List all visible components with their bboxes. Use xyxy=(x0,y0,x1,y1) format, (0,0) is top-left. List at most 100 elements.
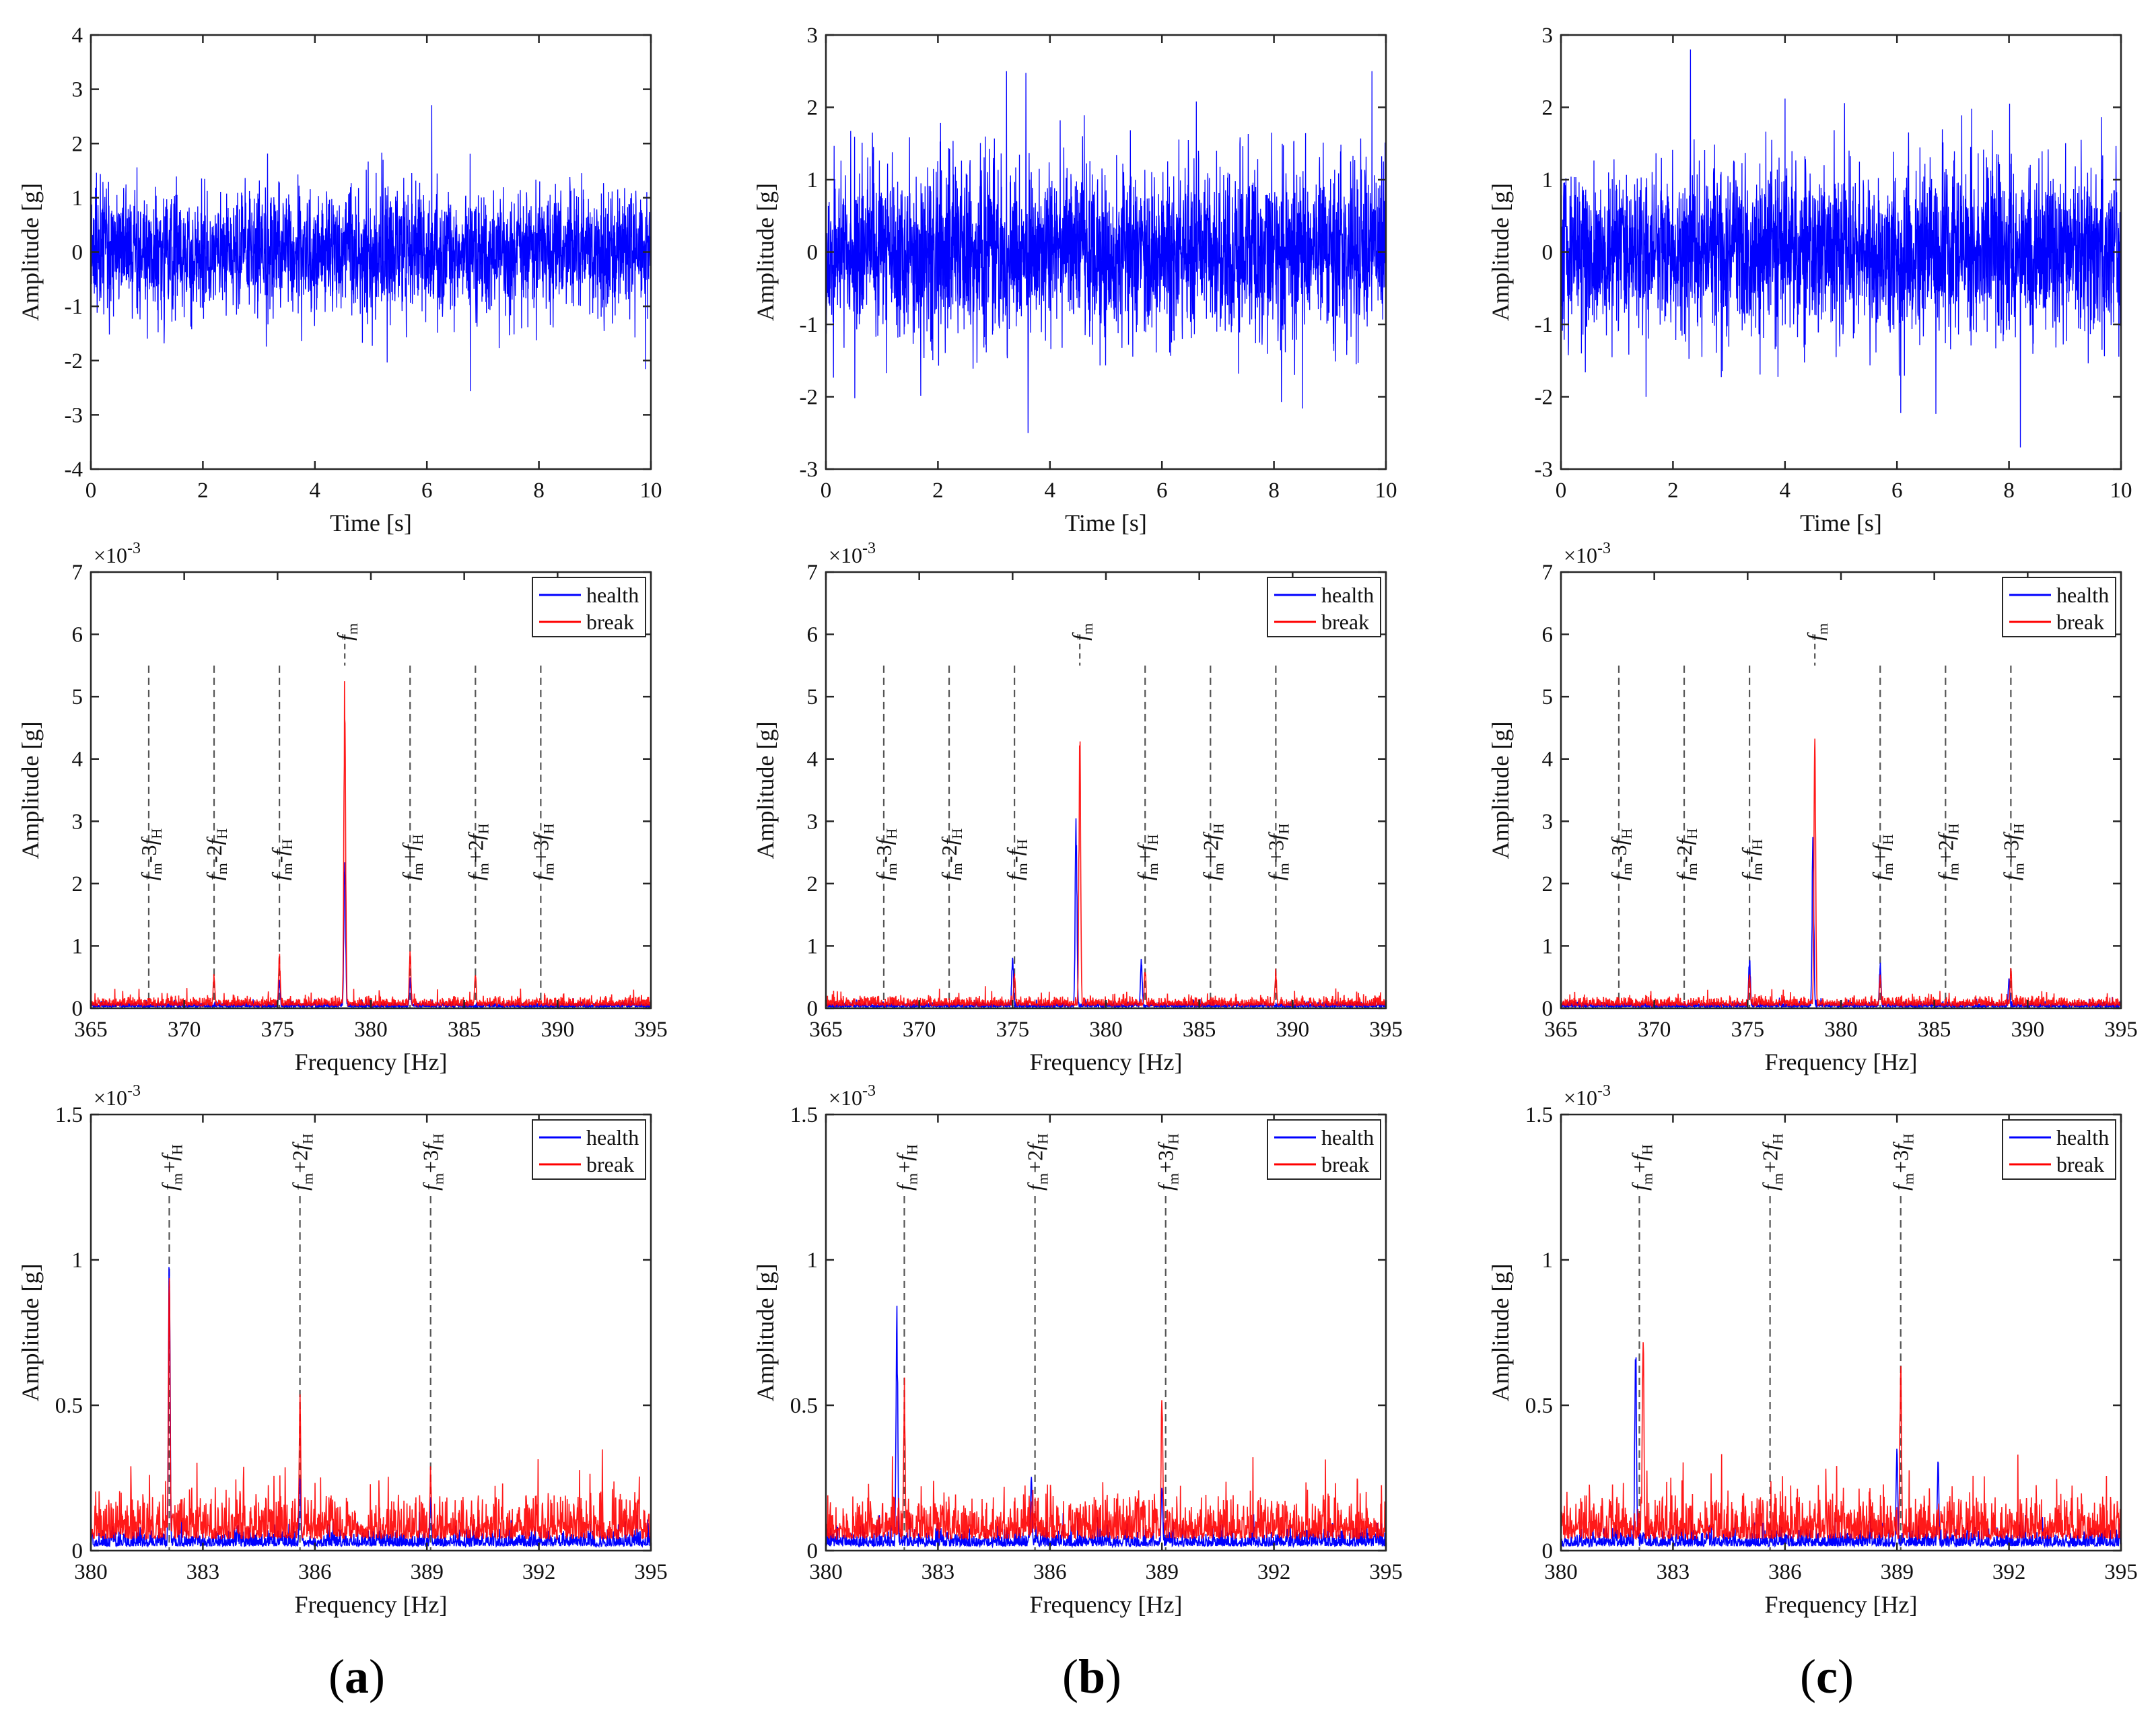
marker-label-m: m xyxy=(1210,863,1226,874)
marker-label-op: - xyxy=(267,856,291,863)
marker-label: fm+3fH xyxy=(1263,823,1292,880)
marker-label-h: H xyxy=(1210,823,1226,834)
x-axis-label: Frequency [Hz] xyxy=(1765,1591,1918,1618)
marker-label-h: H xyxy=(279,839,295,850)
y-tick-label: 3 xyxy=(807,810,819,834)
subfigure-label-c: (c) xyxy=(1800,1650,1854,1703)
x-tick-label: 395 xyxy=(2104,1560,2138,1584)
marker-label-op: +3 xyxy=(419,1150,443,1173)
marker-label-h: H xyxy=(1014,839,1031,850)
x-axis-label: Time [s] xyxy=(330,509,412,536)
x-tick-label: 375 xyxy=(996,1018,1030,1042)
marker-label-op: -2 xyxy=(1672,845,1696,863)
marker-label-op: +3 xyxy=(1889,1150,1913,1173)
x-tick-label: 389 xyxy=(1880,1560,1914,1584)
marker-label-op: +3 xyxy=(1154,1150,1178,1173)
y-axis-label: Amplitude [g] xyxy=(752,721,779,859)
legend-label-break: break xyxy=(2056,1152,2104,1176)
marker-label-m: m xyxy=(300,1173,316,1185)
y-tick-label: 0 xyxy=(1542,1539,1554,1563)
y-tick-label: 0 xyxy=(807,1539,819,1563)
x-tick-label: 0 xyxy=(85,479,97,503)
x-tick-label: 386 xyxy=(1768,1560,1802,1584)
marker-label-h: H xyxy=(1618,828,1635,839)
marker-label-op: + xyxy=(1133,851,1157,863)
x-tick-label: 383 xyxy=(921,1560,955,1584)
spectrum-line-break xyxy=(825,1377,1387,1541)
marker-label-op: +2 xyxy=(1023,1150,1047,1173)
subfigure-label-a: (a) xyxy=(328,1650,385,1703)
y-tick-label: 0 xyxy=(72,241,83,265)
plot-area xyxy=(826,1115,1386,1551)
y-tick-label: 2 xyxy=(72,872,83,896)
marker-label-h: H xyxy=(1900,1133,1917,1144)
marker-label-h: H xyxy=(148,828,165,839)
x-tick-label: 8 xyxy=(1268,479,1280,503)
marker-label-m: m xyxy=(903,1173,920,1185)
x-axis-label: Frequency [Hz] xyxy=(1765,1049,1918,1075)
y-tick-label: 7 xyxy=(807,561,819,585)
y-tick-label: 2 xyxy=(807,872,819,896)
marker-label-h: H xyxy=(1945,823,1961,834)
marker-label-m: m xyxy=(1144,863,1161,874)
y-tick-label: 3 xyxy=(1542,810,1554,834)
marker-label-m: m xyxy=(1945,863,1961,874)
marker-label-op: + xyxy=(1868,851,1892,863)
x-tick-label: 392 xyxy=(1257,1560,1291,1584)
y-exponent-label: ×10-3 xyxy=(1564,1082,1611,1110)
x-tick-label: 4 xyxy=(1045,479,1056,503)
time-chart-c-time: 0 2 4 6 8 10 -3 -2 -1 0 1 2 3 Time [s] Amplitude [g] xyxy=(1487,24,2132,536)
y-tick-label: 0 xyxy=(807,241,819,265)
marker-label-op: + xyxy=(1627,1161,1651,1173)
marker-label-m: m xyxy=(1638,1173,1655,1185)
y-exponent-label: ×10-3 xyxy=(829,1082,876,1110)
marker-label-h: H xyxy=(1770,1133,1786,1144)
marker-label-op: +2 xyxy=(1758,1150,1782,1173)
exponent-base: ×10 xyxy=(94,543,127,567)
x-tick-label: 395 xyxy=(2104,1018,2138,1042)
plot-area xyxy=(1561,1115,2121,1551)
marker-label: fm+2fH xyxy=(1933,823,1961,880)
marker-label-m: m xyxy=(1618,863,1635,874)
x-tick-label: 383 xyxy=(186,1560,220,1584)
marker-label-m: m xyxy=(279,863,295,874)
exponent-power: -3 xyxy=(862,540,876,557)
fm-label-m: m xyxy=(344,623,361,635)
spectrum-line-health xyxy=(1560,1357,2122,1549)
x-tick-label: 6 xyxy=(421,479,433,503)
marker-label-h: H xyxy=(1035,1133,1051,1144)
y-tick-label: 1 xyxy=(1542,934,1554,958)
marker-label-op: - xyxy=(1002,856,1027,863)
x-axis-label: Time [s] xyxy=(1065,509,1147,536)
marker-label-h: H xyxy=(300,1133,316,1144)
y-axis-label: Amplitude [g] xyxy=(752,1264,779,1402)
marker-label-h: H xyxy=(903,1144,920,1155)
marker-label-h: H xyxy=(1683,828,1700,839)
x-tick-label: 386 xyxy=(298,1560,332,1584)
y-tick-label: 1 xyxy=(72,1248,83,1273)
y-tick-label: 4 xyxy=(72,24,83,48)
marker-label-m: m xyxy=(1879,863,1896,874)
x-tick-label: 390 xyxy=(2011,1018,2045,1042)
marker-label-m: m xyxy=(1749,863,1766,874)
y-exponent-label: ×10-3 xyxy=(829,540,876,567)
x-tick-label: 392 xyxy=(1992,1560,2026,1584)
x-axis-label: Frequency [Hz] xyxy=(1030,1049,1183,1075)
x-tick-label: 390 xyxy=(1276,1018,1310,1042)
marker-label-h: H xyxy=(1879,834,1896,845)
marker-label: fm+2fH xyxy=(1023,1133,1051,1191)
exponent-power: -3 xyxy=(1597,540,1611,557)
y-tick-label: 0 xyxy=(807,997,819,1021)
marker-label-h: H xyxy=(883,828,900,839)
x-tick-label: 10 xyxy=(2110,479,2132,503)
y-tick-label: -1 xyxy=(1535,313,1554,337)
y-tick-label: -2 xyxy=(65,349,83,374)
x-tick-label: 395 xyxy=(634,1560,668,1584)
y-axis-label: Amplitude [g] xyxy=(1487,183,1514,321)
x-tick-label: 4 xyxy=(1780,479,1791,503)
subfigure-label-b: (b) xyxy=(1062,1650,1121,1703)
plot-area xyxy=(826,572,1386,1008)
y-exponent-label: ×10-3 xyxy=(94,1082,141,1110)
y-tick-label: 3 xyxy=(72,810,83,834)
